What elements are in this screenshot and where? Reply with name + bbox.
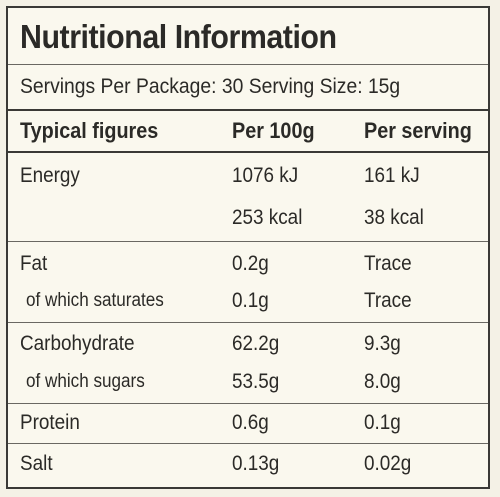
- energy-kcal-per-serving: 38 kcal: [364, 206, 424, 229]
- saturates-per-100g: 0.1g: [232, 289, 269, 312]
- protein-per-100g: 0.6g: [232, 411, 269, 434]
- divider: [8, 322, 488, 323]
- sugars-per-100g: 53.5g: [232, 370, 280, 393]
- servings-info: Servings Per Package: 30 Serving Size: 1…: [20, 75, 401, 98]
- sugars-per-serving: 8.0g: [364, 370, 401, 393]
- header-per-serving: Per serving: [364, 118, 472, 143]
- divider: [8, 241, 488, 242]
- fat-label: Fat: [20, 252, 48, 275]
- carbohydrate-label: Carbohydrate: [20, 332, 135, 355]
- carbohydrate-per-serving: 9.3g: [364, 332, 401, 355]
- energy-label: Energy: [20, 164, 80, 187]
- saturates-per-serving: Trace: [364, 289, 412, 312]
- divider: [8, 403, 488, 404]
- carbohydrate-per-100g: 62.2g: [232, 332, 280, 355]
- protein-label: Protein: [20, 411, 80, 434]
- header-per-100g: Per 100g: [232, 118, 315, 143]
- divider: [8, 64, 488, 65]
- sugars-label: of which sugars: [26, 371, 145, 392]
- fat-per-serving: Trace: [364, 252, 412, 275]
- energy-kj-per-serving: 161 kJ: [364, 164, 420, 187]
- saturates-label: of which saturates: [26, 290, 164, 311]
- nutrition-label: Nutritional Information Servings Per Pac…: [6, 6, 490, 489]
- protein-per-serving: 0.1g: [364, 411, 401, 434]
- label-title: Nutritional Information: [20, 18, 337, 55]
- salt-label: Salt: [20, 452, 53, 475]
- energy-kj-per-100g: 1076 kJ: [232, 164, 299, 187]
- salt-per-serving: 0.02g: [364, 452, 412, 475]
- divider: [8, 443, 488, 444]
- header-typical-figures: Typical figures: [20, 118, 159, 143]
- divider: [8, 109, 488, 111]
- salt-per-100g: 0.13g: [232, 452, 280, 475]
- divider: [8, 151, 488, 153]
- energy-kcal-per-100g: 253 kcal: [232, 206, 303, 229]
- fat-per-100g: 0.2g: [232, 252, 269, 275]
